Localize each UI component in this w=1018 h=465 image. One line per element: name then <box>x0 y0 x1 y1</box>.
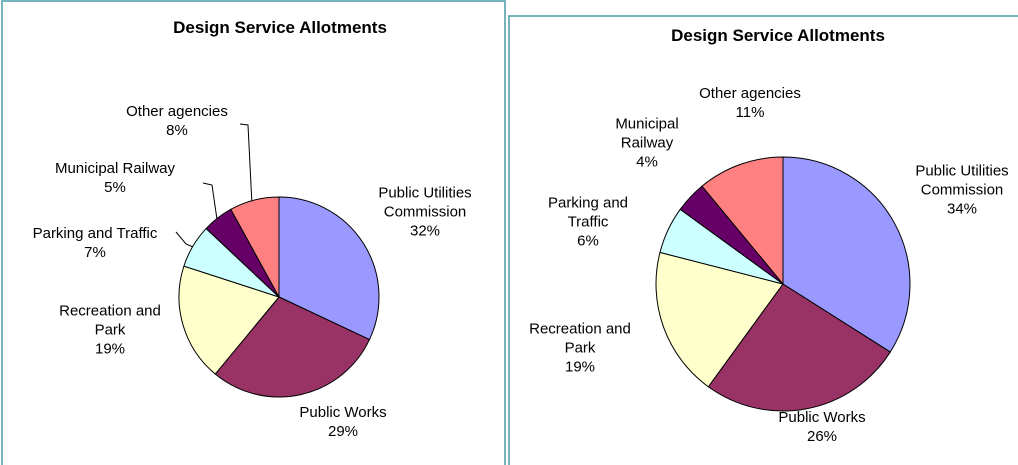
pie-slice <box>178 265 280 375</box>
slice-name: Municipal Railway <box>615 115 679 152</box>
slice-label: Parking and Traffic 7% <box>5 224 185 262</box>
pie-slice <box>701 156 784 286</box>
slice-label: Municipal Railway 5% <box>40 159 190 197</box>
slice-name: Municipal Railway <box>54 160 176 177</box>
slice-value: 5% <box>104 179 126 196</box>
slice-name: Public Utilities Commission <box>915 162 1009 199</box>
slice-name: Public Utilities Commission <box>378 184 472 221</box>
slice-value: 32% <box>409 222 441 240</box>
slice-name: Parking and Traffic <box>547 194 629 231</box>
slice-value: 19% <box>94 340 126 358</box>
pie-slice <box>278 196 380 341</box>
slice-label: Recreation and Park 19% <box>520 320 640 377</box>
left-frame <box>1 0 506 465</box>
slice-label: Parking and Traffic 6% <box>546 194 631 251</box>
pie-slice <box>707 283 891 412</box>
pie-slice <box>230 196 280 298</box>
slice-value: 7% <box>84 244 106 261</box>
right-frame <box>508 15 1018 465</box>
pie-slice <box>655 251 784 388</box>
pie-slice <box>782 156 911 353</box>
chart-title: Design Service Allotments <box>173 18 387 37</box>
slice-name: Recreation and Park <box>59 302 161 339</box>
slice-name: Other agencies <box>126 103 228 120</box>
slice-value: 6% <box>577 232 599 250</box>
slice-value: 26% <box>806 428 838 445</box>
slice-label: Public Works 29% <box>273 403 413 441</box>
slice-value: 4% <box>636 153 658 171</box>
slice-label: Other agencies 11% <box>680 84 820 122</box>
slice-value: 29% <box>327 423 359 440</box>
slice-name: Parking and Traffic <box>32 225 158 242</box>
leader-line <box>239 123 253 206</box>
pie-slice <box>214 296 371 398</box>
slice-value: 11% <box>735 104 765 121</box>
slice-label: Public Utilities Commission 32% <box>360 184 490 241</box>
slice-value: 19% <box>564 358 596 376</box>
slice-value: 8% <box>166 122 188 139</box>
chart-title: Design Service Allotments <box>671 26 885 45</box>
slice-label: Recreation and Park 19% <box>45 302 175 359</box>
slice-label: Other agencies 8% <box>102 102 252 140</box>
slice-name: Public Works <box>778 409 866 426</box>
slice-name: Public Works <box>299 404 387 421</box>
slice-name: Other agencies <box>699 85 801 102</box>
slice-label: Public Utilities Commission 34% <box>902 162 1018 219</box>
slice-label: Public Works 26% <box>752 408 892 446</box>
slice-label: Municipal Railway 4% <box>607 115 687 172</box>
slice-value: 34% <box>946 200 978 218</box>
slice-name: Recreation and Park <box>529 320 631 357</box>
